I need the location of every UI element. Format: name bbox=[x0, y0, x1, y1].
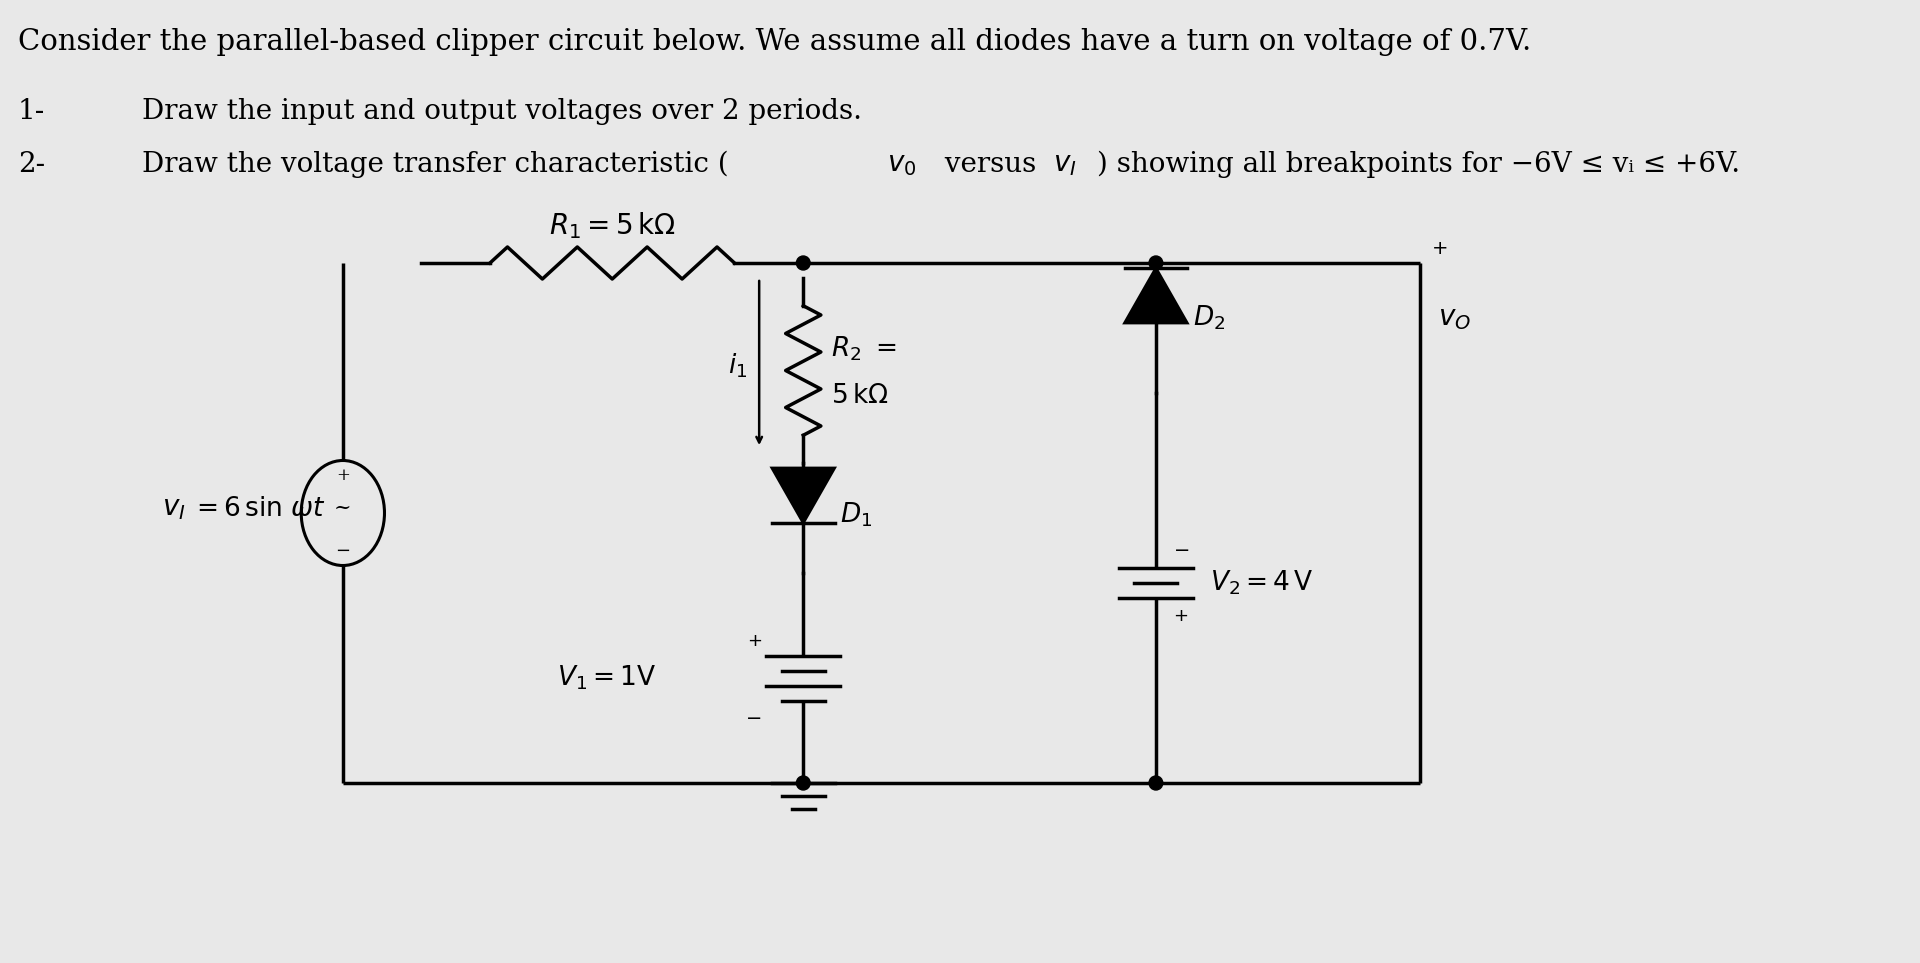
Text: −: − bbox=[336, 542, 351, 560]
Text: +: + bbox=[336, 466, 349, 483]
Text: $D_1$: $D_1$ bbox=[841, 501, 874, 530]
Text: $V_1 = 1\mathrm{V}$: $V_1 = 1\mathrm{V}$ bbox=[557, 664, 657, 692]
Text: Draw the input and output voltages over 2 periods.: Draw the input and output voltages over … bbox=[142, 98, 862, 125]
Text: $V_2 {=} 4\,\mathrm{V}$: $V_2 {=} 4\,\mathrm{V}$ bbox=[1210, 569, 1313, 597]
Text: ) showing all breakpoints for −6V ≤ vᵢ ≤ +6V.: ) showing all breakpoints for −6V ≤ vᵢ ≤… bbox=[1096, 151, 1740, 178]
Text: −: − bbox=[1173, 540, 1190, 560]
Text: 1-: 1- bbox=[17, 98, 44, 125]
Text: $i_1$: $i_1$ bbox=[728, 351, 747, 379]
Circle shape bbox=[797, 776, 810, 790]
Text: $v_0$: $v_0$ bbox=[887, 151, 916, 178]
Text: −: − bbox=[747, 709, 762, 728]
Circle shape bbox=[797, 256, 810, 270]
Text: 2-: 2- bbox=[17, 151, 44, 178]
Text: +: + bbox=[747, 632, 762, 649]
Text: $R_1 = 5\,\mathrm{k\Omega}$: $R_1 = 5\,\mathrm{k\Omega}$ bbox=[549, 210, 676, 241]
Text: $v_I$: $v_I$ bbox=[1052, 151, 1077, 178]
Text: $R_2\ =$: $R_2\ =$ bbox=[831, 334, 897, 363]
Text: $5\,\mathrm{k\Omega}$: $5\,\mathrm{k\Omega}$ bbox=[831, 383, 889, 408]
Polygon shape bbox=[1125, 268, 1187, 323]
Text: $v_I$: $v_I$ bbox=[163, 494, 186, 522]
Text: +: + bbox=[1173, 607, 1188, 625]
Text: $v_O$: $v_O$ bbox=[1438, 304, 1471, 331]
Text: ~: ~ bbox=[334, 499, 351, 517]
Polygon shape bbox=[772, 468, 835, 523]
Text: versus: versus bbox=[935, 151, 1044, 178]
Circle shape bbox=[1148, 776, 1164, 790]
Circle shape bbox=[1148, 256, 1164, 270]
Text: Consider the parallel-based clipper circuit below. We assume all diodes have a t: Consider the parallel-based clipper circ… bbox=[17, 28, 1530, 56]
Text: $= 6\,\sin\,\omega t$: $= 6\,\sin\,\omega t$ bbox=[190, 496, 326, 520]
Text: Draw the voltage transfer characteristic (: Draw the voltage transfer characteristic… bbox=[142, 151, 730, 178]
Text: +: + bbox=[1432, 239, 1450, 258]
Text: $D_2$: $D_2$ bbox=[1192, 303, 1225, 332]
